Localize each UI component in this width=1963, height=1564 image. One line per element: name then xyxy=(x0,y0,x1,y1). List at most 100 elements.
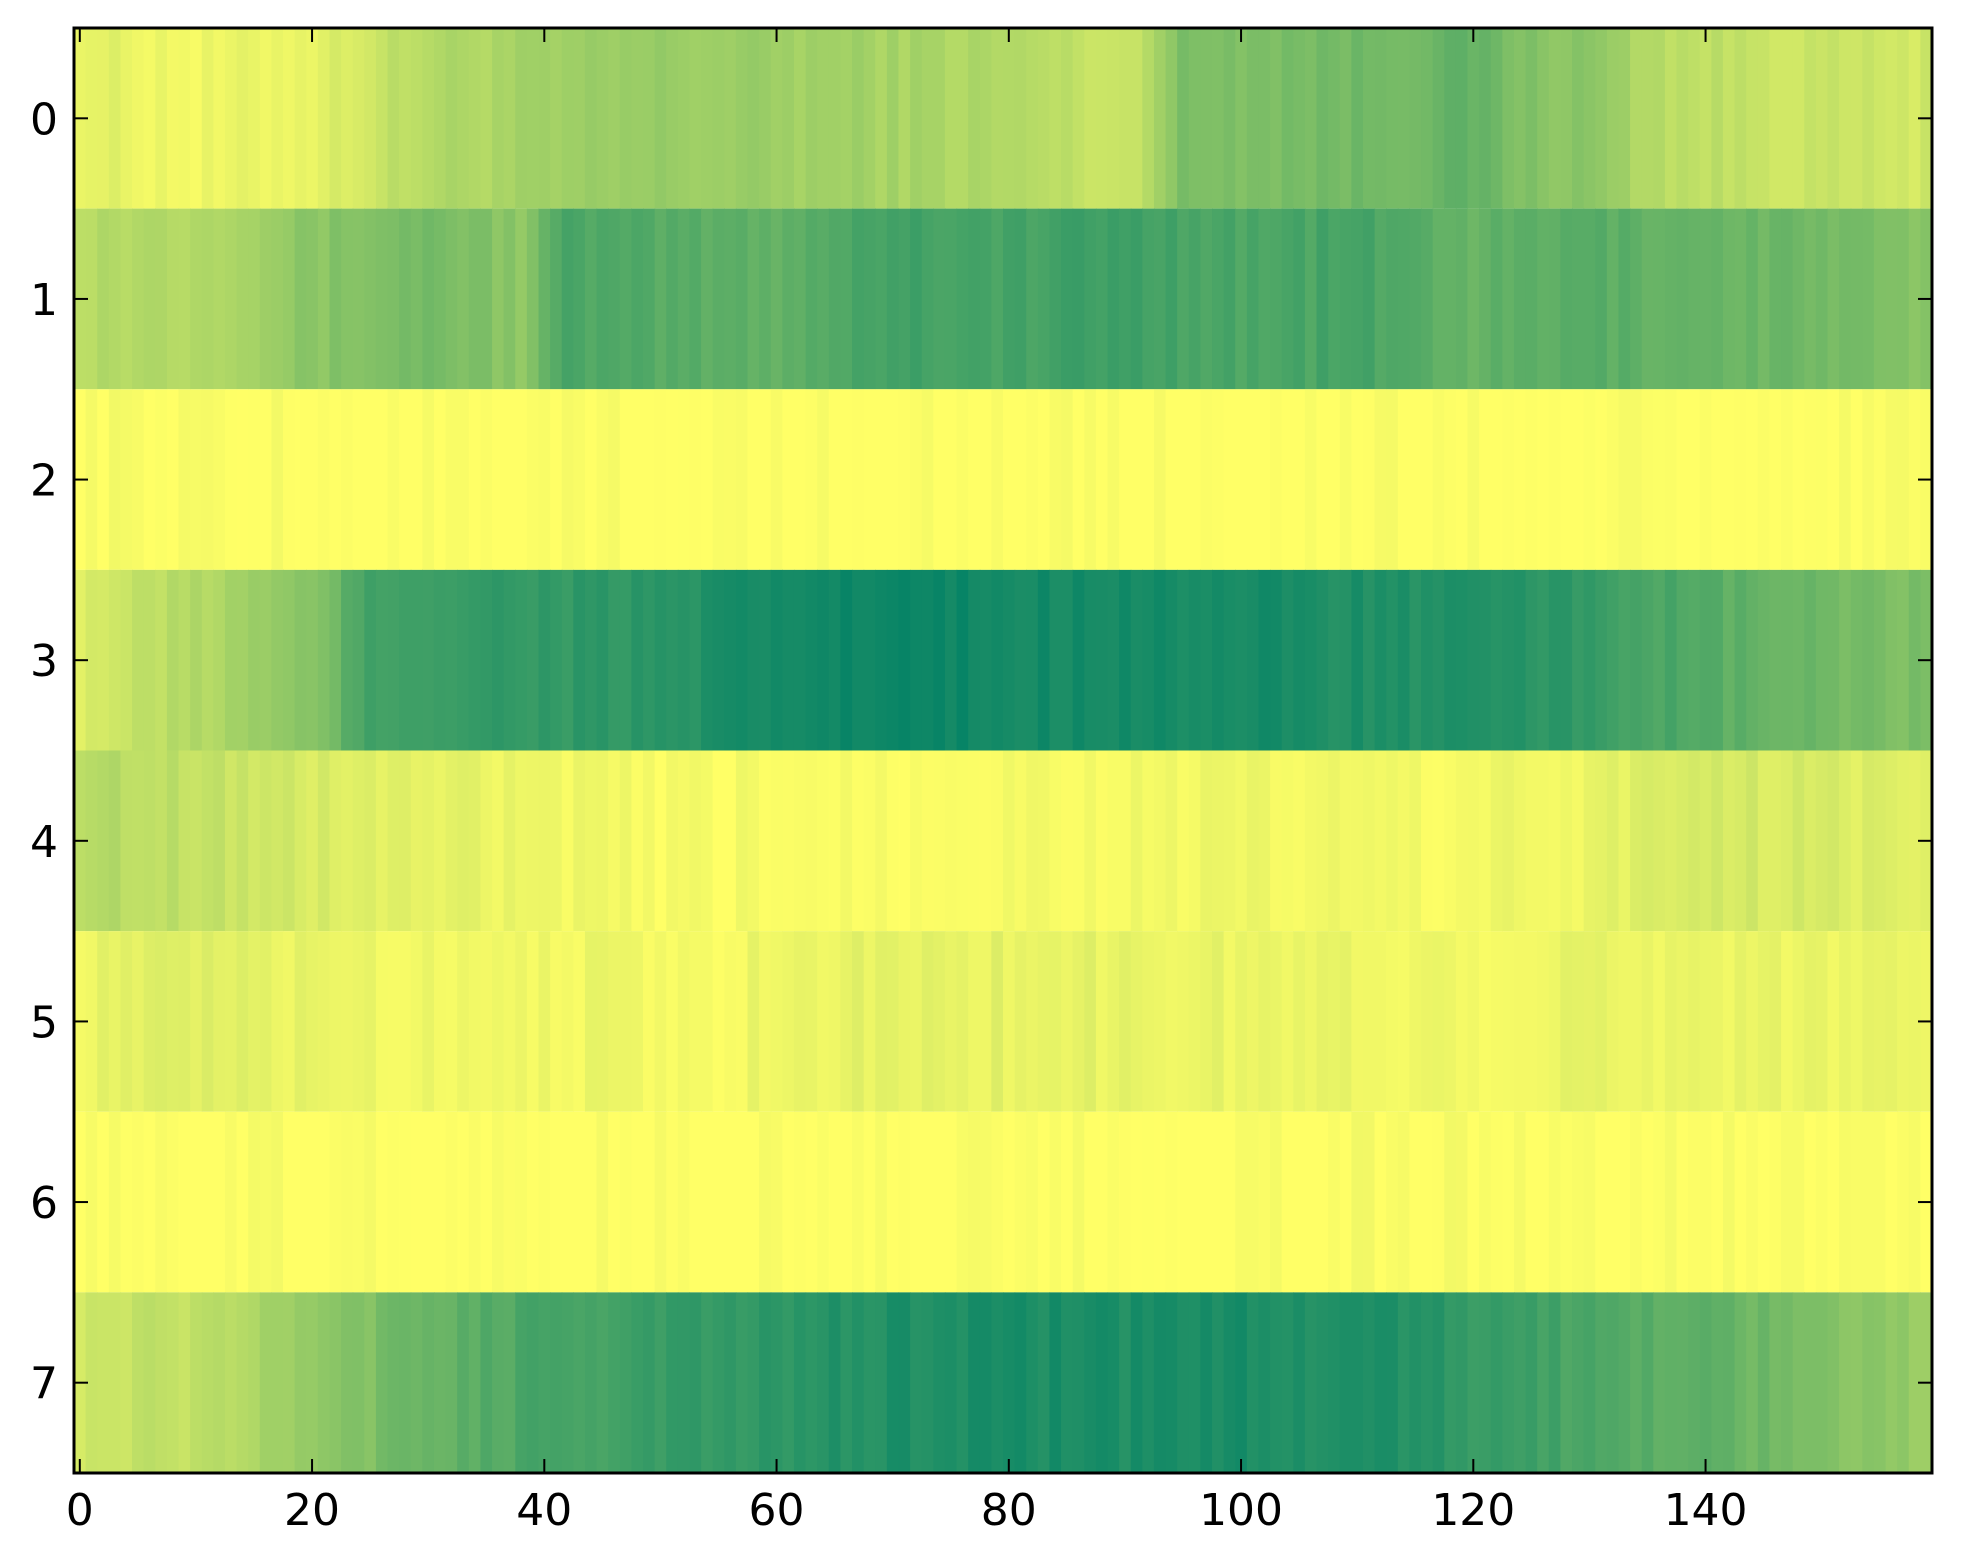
heatmap-cell xyxy=(1339,569,1352,751)
heatmap-cell xyxy=(863,569,876,751)
heatmap-cell xyxy=(1409,1111,1422,1293)
heatmap-cell xyxy=(1676,208,1689,390)
heatmap-cell xyxy=(317,750,331,932)
y-tick-label: 7 xyxy=(30,1359,58,1410)
heatmap-cell xyxy=(1188,931,1202,1112)
heatmap-cell xyxy=(166,1292,180,1474)
heatmap-cell xyxy=(120,1292,133,1474)
heatmap-cell xyxy=(596,208,609,390)
heatmap-cell xyxy=(1374,1111,1387,1293)
heatmap-cell xyxy=(1014,1111,1027,1293)
heatmap-cell xyxy=(852,389,865,570)
heatmap-cell xyxy=(1618,1292,1631,1474)
heatmap-cell xyxy=(619,569,632,751)
heatmap-cell xyxy=(410,208,423,390)
heatmap-cell xyxy=(701,569,714,751)
heatmap-cell xyxy=(1734,28,1747,209)
heatmap-cell xyxy=(1769,389,1782,570)
heatmap-cell xyxy=(468,931,482,1112)
heatmap-cell xyxy=(921,1292,934,1474)
heatmap-cell xyxy=(1130,28,1143,209)
heatmap-cell xyxy=(224,1292,238,1474)
heatmap-cell xyxy=(306,750,319,932)
heatmap-cell xyxy=(1885,750,1898,932)
heatmap-cell xyxy=(1107,931,1120,1112)
heatmap-cell xyxy=(1502,389,1515,570)
heatmap-cell xyxy=(1548,569,1561,751)
heatmap-cell xyxy=(1177,750,1190,932)
heatmap-cell xyxy=(1084,569,1097,751)
heatmap-cell xyxy=(155,931,168,1112)
heatmap-cell xyxy=(1525,931,1538,1112)
heatmap-cell xyxy=(1746,569,1759,751)
heatmap-cell xyxy=(1444,931,1457,1112)
heatmap-cell xyxy=(132,28,145,209)
heatmap-cell xyxy=(1722,569,1736,751)
heatmap-cell xyxy=(631,1292,644,1474)
heatmap-cell xyxy=(1757,750,1771,932)
heatmap-cell xyxy=(1781,28,1794,209)
heatmap-cell xyxy=(1804,569,1817,751)
heatmap-cell xyxy=(805,750,818,932)
heatmap-cell xyxy=(1119,750,1132,932)
heatmap-cell xyxy=(793,569,807,751)
heatmap-cell xyxy=(840,569,853,751)
heatmap-cell xyxy=(933,931,946,1112)
heatmap-cell xyxy=(561,931,574,1112)
heatmap-cell xyxy=(1513,1111,1527,1293)
heatmap-cell xyxy=(1781,1111,1794,1293)
heatmap-cell xyxy=(724,1292,737,1474)
heatmap-cell xyxy=(1212,389,1225,570)
heatmap-cell xyxy=(1177,208,1190,390)
heatmap-cell xyxy=(689,208,702,390)
heatmap-cell xyxy=(445,750,458,932)
heatmap-cell xyxy=(201,208,214,390)
heatmap-cell xyxy=(248,1292,261,1474)
heatmap-cell xyxy=(1595,750,1608,932)
x-tick-label: 40 xyxy=(516,1485,572,1536)
tick-labels: 0 20 40 60 80 100 120 140 0 1 2 3 4 5 6 7 xyxy=(30,94,1748,1536)
heatmap-cell xyxy=(1792,1292,1805,1474)
heatmap-cell xyxy=(991,389,1004,570)
heatmap-cell xyxy=(886,931,900,1112)
heatmap-cell xyxy=(538,28,551,209)
heatmap-cell xyxy=(1014,389,1027,570)
heatmap-cell xyxy=(1815,1111,1829,1293)
heatmap-cell xyxy=(1606,1111,1620,1293)
heatmap-cell xyxy=(317,28,331,209)
heatmap-cell xyxy=(1165,569,1178,751)
heatmap-cell xyxy=(1455,28,1469,209)
heatmap-cell xyxy=(759,569,772,751)
heatmap-cell xyxy=(1630,208,1643,390)
heatmap-cell xyxy=(1583,1292,1596,1474)
heatmap-cell xyxy=(387,931,400,1112)
x-tick-label: 120 xyxy=(1431,1485,1515,1536)
heatmap-cell xyxy=(654,208,667,390)
heatmap-cell xyxy=(143,569,156,751)
heatmap-cell xyxy=(608,569,621,751)
heatmap-cell xyxy=(1130,569,1143,751)
heatmap-cell xyxy=(759,1292,772,1474)
heatmap-cell xyxy=(1769,208,1782,390)
heatmap-cell xyxy=(968,750,981,932)
heatmap-cell xyxy=(1362,208,1376,390)
heatmap-cell xyxy=(1513,208,1527,390)
heatmap-cell xyxy=(1003,1292,1016,1474)
heatmap-cell xyxy=(596,750,609,932)
heatmap-cell xyxy=(1479,389,1492,570)
heatmap-cell xyxy=(689,1111,702,1293)
heatmap-cell xyxy=(85,931,98,1112)
heatmap-cell xyxy=(1839,569,1852,751)
heatmap-cell xyxy=(1026,1292,1039,1474)
heatmap-cell xyxy=(143,208,156,390)
heatmap-cell xyxy=(793,750,807,932)
heatmap-cell xyxy=(1490,28,1503,209)
heatmap-cell xyxy=(944,569,958,751)
heatmap-cell xyxy=(1339,28,1352,209)
heatmap-cell xyxy=(1873,750,1887,932)
heatmap-cell xyxy=(793,208,807,390)
heatmap-cell xyxy=(1839,389,1852,570)
heatmap-cell xyxy=(132,750,145,932)
heatmap-cell xyxy=(1072,1292,1085,1474)
heatmap-cell xyxy=(1676,569,1689,751)
